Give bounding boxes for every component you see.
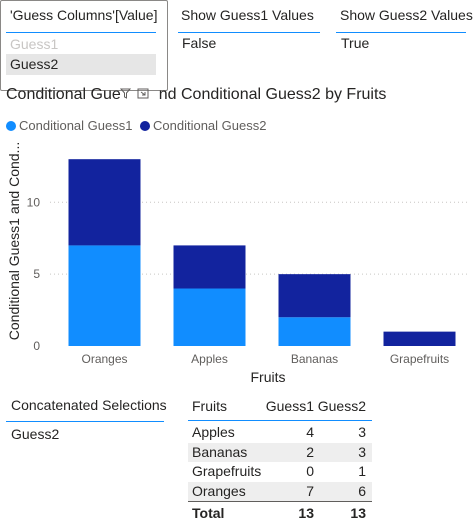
table-cell: 13 <box>298 505 314 521</box>
table-cell: 1 <box>358 463 366 479</box>
y-tick-label: 0 <box>33 339 40 353</box>
table-cell: 4 <box>306 424 314 440</box>
table-cell: 2 <box>306 443 314 460</box>
stacked-column-chart: 0 5 10 Oranges Apples Bananas Grapefruits Fruit… <box>6 142 470 385</box>
slicer-item-guess1[interactable]: Guess1 <box>10 36 59 52</box>
bar-segment-guess1 <box>68 245 141 346</box>
bar-segment-guess1 <box>173 288 246 346</box>
x-tick-label: Bananas <box>291 352 338 366</box>
table-header-row: Fruits Guess1 Guess2 <box>188 392 372 420</box>
show-guess2-slicer[interactable]: Show Guess2 Values <box>340 7 473 25</box>
table-cell: 6 <box>358 482 366 499</box>
slicer-item-guess2[interactable]: Guess2 <box>6 54 156 75</box>
table-cell: Oranges <box>192 482 246 499</box>
legend-marker-guess2 <box>140 121 150 131</box>
table-row: Apples 4 3 <box>188 423 372 443</box>
fruit-table: Fruits Guess1 Guess2 Apples 4 3 Bananas … <box>188 392 372 524</box>
guess-columns-slicer[interactable] <box>0 0 168 91</box>
table-cell: Total <box>192 505 225 521</box>
bar-segment-guess2 <box>173 245 246 289</box>
bar-segment-guess2 <box>278 274 351 318</box>
bar-segment-guess1 <box>278 317 351 346</box>
column-header-fruits[interactable]: Fruits <box>192 398 227 414</box>
bar-segment-guess2 <box>383 331 456 346</box>
show-guess1-title: Show Guess1 Values <box>181 7 314 23</box>
legend-marker-guess1 <box>6 121 16 131</box>
show-guess2-title: Show Guess2 Values <box>340 7 473 23</box>
x-tick-label: Grapefruits <box>390 352 449 366</box>
x-tick-label: Apples <box>191 352 228 366</box>
table-cell: 0 <box>306 463 314 479</box>
show-guess2-value[interactable]: True <box>341 35 370 51</box>
table-cell: Apples <box>192 424 235 440</box>
focus-mode-icon[interactable] <box>137 88 149 102</box>
slicer-divider <box>336 32 466 33</box>
y-tick-label: 10 <box>27 195 41 209</box>
concatenated-selections-value: Guess2 <box>11 426 60 442</box>
table-cell: 3 <box>358 424 366 440</box>
table-cell: 7 <box>306 482 314 499</box>
chart-title: Conditional Gue nd Conditional Guess2 by … <box>6 86 387 103</box>
column-header-guess2[interactable]: Guess2 <box>317 398 366 414</box>
table-header-divider <box>188 420 372 421</box>
guess-columns-slicer-title: 'Guess Columns'[Value] <box>10 7 158 23</box>
table-row: Grapefruits 0 1 <box>188 462 372 482</box>
show-guess1-value[interactable]: False <box>182 35 217 51</box>
table-row: Oranges 7 6 <box>188 481 372 501</box>
table-cell: Grapefruits <box>192 463 262 479</box>
card-divider <box>6 421 164 422</box>
legend-item-guess2[interactable]: Conditional Guess2 <box>140 118 266 133</box>
y-tick-label: 5 <box>33 267 40 281</box>
slicer-divider <box>6 32 156 33</box>
table-cell: Bananas <box>192 443 248 460</box>
show-guess1-slicer[interactable]: Show Guess1 Values <box>181 7 314 25</box>
x-tick-label: Oranges <box>81 352 127 366</box>
x-axis-title: Fruits <box>251 369 286 385</box>
y-axis-title: Conditional Guess1 and Cond... <box>6 142 22 340</box>
table-cell: 13 <box>350 505 366 521</box>
table-row: Bananas 2 3 <box>188 442 372 462</box>
filter-icon[interactable] <box>119 88 132 102</box>
slicer-divider <box>178 32 320 33</box>
concatenated-selections-title: Concatenated Selections <box>11 397 167 413</box>
legend-item-guess1[interactable]: Conditional Guess1 <box>6 118 132 133</box>
column-header-guess1[interactable]: Guess1 <box>265 398 314 414</box>
table-cell: 3 <box>358 443 366 460</box>
bar-segment-guess2 <box>68 159 141 246</box>
table-total-row: Total 13 13 <box>188 501 372 524</box>
